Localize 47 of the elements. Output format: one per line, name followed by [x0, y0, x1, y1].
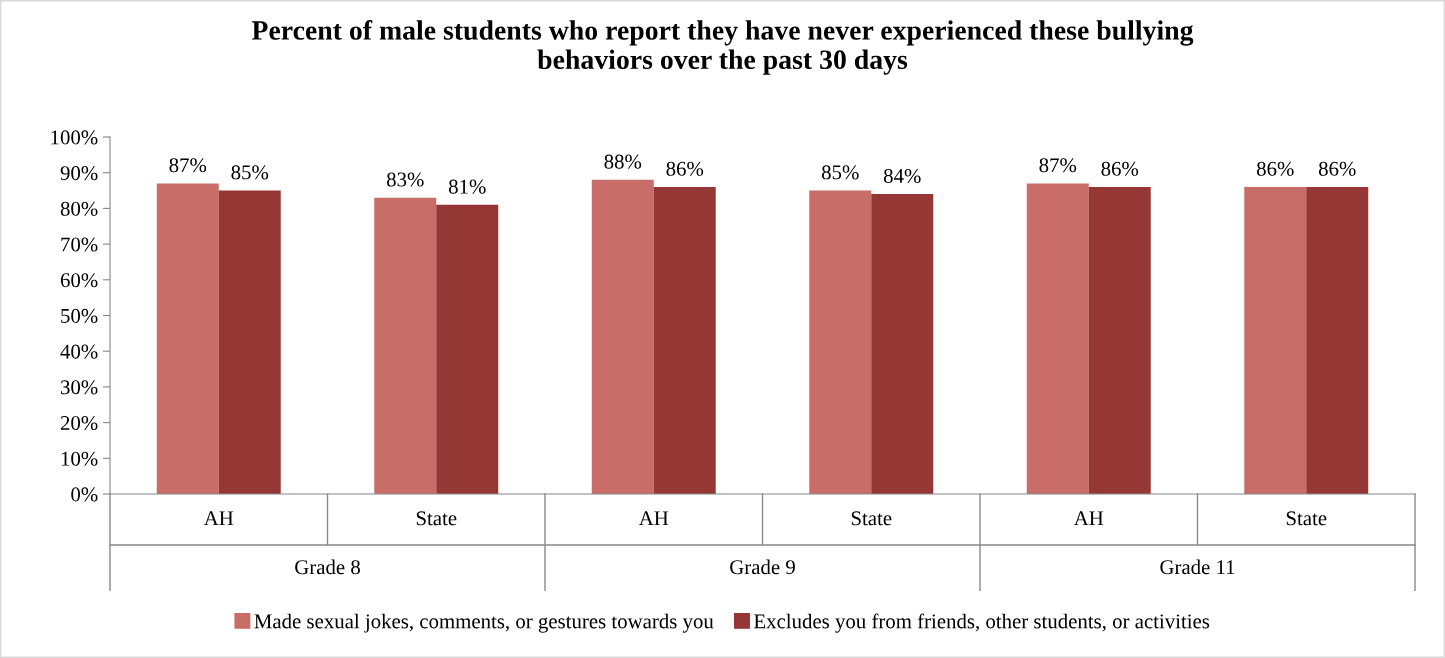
data-label: 86%: [1318, 161, 1356, 176]
y-tick-label: 40%: [60, 344, 98, 359]
x-tick-label: AH: [203, 511, 234, 526]
text: Grade 11: [1160, 559, 1235, 575]
bar: [156, 183, 219, 494]
bar: [871, 194, 934, 494]
bar: [809, 190, 872, 494]
bar: [436, 204, 499, 494]
y-tick-label: 10%: [61, 451, 98, 466]
data-label: 81%: [448, 179, 486, 194]
y-tick-label: 90%: [60, 166, 98, 181]
legend-label: Excludes you from friends, other students, or activities: [754, 613, 1210, 633]
legend-label: Made sexual jokes, comments, or gestures towards you: [254, 613, 714, 633]
y-tick-label: 80%: [60, 201, 98, 216]
text: Grade 8: [295, 559, 360, 575]
data-label: 88%: [604, 154, 642, 169]
data-label: 86%: [666, 161, 704, 176]
data-label: 83%: [386, 172, 424, 187]
y-tick-label: 60%: [60, 273, 98, 288]
y-tick-label: 0%: [71, 487, 98, 502]
data-label: 85%: [821, 165, 859, 180]
data-label: 85%: [231, 165, 269, 180]
y-tick-label: 100%: [51, 130, 98, 145]
bar: [218, 190, 281, 494]
bar: [1026, 183, 1089, 494]
data-label: 87%: [169, 158, 207, 173]
y-tick-label: 70%: [61, 237, 98, 252]
bar: [1306, 186, 1369, 494]
bar: [591, 179, 654, 494]
bar: [1244, 186, 1307, 494]
x-tick-label: State: [1286, 511, 1327, 526]
data-label: 87%: [1039, 158, 1077, 173]
x-tick-label: AH: [638, 511, 669, 526]
data-label: 86%: [1101, 161, 1139, 176]
bar: [1088, 186, 1151, 494]
y-tick-label: 50%: [61, 308, 98, 323]
bar: [653, 186, 716, 494]
text: Grade 9: [730, 559, 795, 575]
y-tick-label: 30%: [61, 380, 98, 395]
x-tick-label: State: [416, 511, 457, 526]
y-tick-label: 20%: [60, 415, 98, 431]
x-tick-label: AH: [1073, 511, 1104, 526]
x-tick-label: State: [851, 511, 892, 526]
chart-title: Percent of male students who report they have never experienced these bullying behaviors over the past 30 days: [251, 20, 1194, 75]
data-label: 86%: [1256, 161, 1294, 176]
data-label: 84%: [883, 168, 921, 184]
bar: [374, 197, 437, 494]
